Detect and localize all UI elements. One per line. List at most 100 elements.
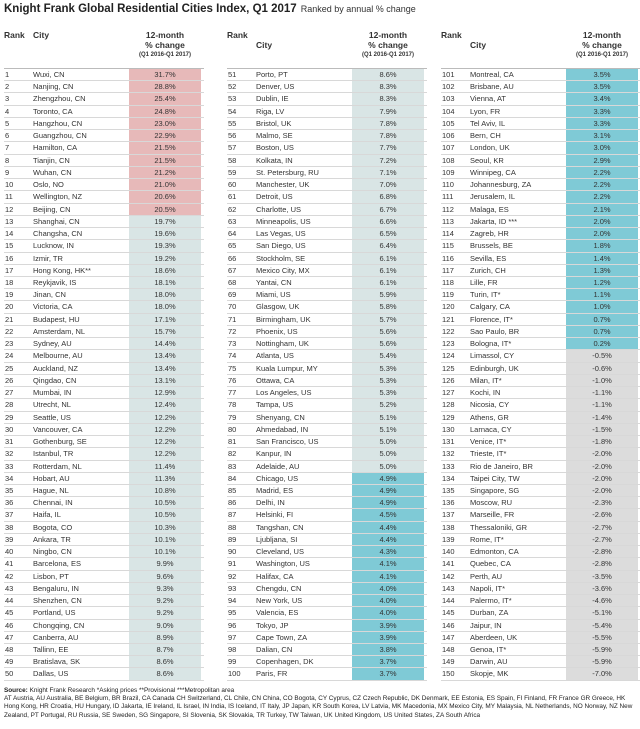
table-row: 109 Winnipeg, CA 2.2% bbox=[441, 166, 640, 180]
change-value: 2.9% bbox=[593, 155, 611, 165]
rank-cell: 124 bbox=[442, 351, 455, 361]
city-cell: Las Vegas, US bbox=[256, 229, 306, 239]
change-value: 5.8% bbox=[379, 302, 397, 312]
table-column-3: Rank City (Q1 2016-Q1 2017) 12-month% chang… bbox=[441, 24, 640, 681]
table-row: 89 Ljubljana, SI 4.4% bbox=[227, 533, 427, 547]
table-row: 124 Limassol, CY -0.5% bbox=[441, 350, 640, 363]
rank-cell: 100 bbox=[228, 669, 241, 679]
change-bar: 5.9% bbox=[352, 289, 424, 301]
table-row: 102 Brisbane, AU 3.5% bbox=[441, 81, 640, 94]
city-cell: Cape Town, ZA bbox=[256, 632, 308, 642]
change-bar: 13.1% bbox=[129, 374, 201, 387]
city-cell: Milan, IT* bbox=[470, 375, 502, 385]
table-row: 58 Kolkata, IN 7.2% bbox=[227, 154, 427, 167]
change-bar: 8.9% bbox=[129, 631, 201, 644]
change-bar: 5.8% bbox=[352, 301, 424, 313]
change-value: -1.5% bbox=[592, 424, 612, 434]
rank-cell: 141 bbox=[442, 559, 455, 569]
change-value: 0.7% bbox=[593, 314, 611, 324]
change-bar: 4.4% bbox=[352, 533, 424, 546]
change-value: 6.1% bbox=[379, 277, 397, 287]
table-row: 29 Seattle, US 12.2% bbox=[4, 411, 204, 424]
city-cell: Shanghai, CN bbox=[33, 216, 80, 226]
city-cell: Lucknow, IN bbox=[33, 241, 74, 251]
rank-cell: 63 bbox=[228, 216, 237, 226]
rank-cell: 66 bbox=[228, 253, 237, 263]
change-value: 2.1% bbox=[593, 204, 611, 214]
change-bar: 10.5% bbox=[129, 509, 201, 521]
city-cell: Rio de Janeiro, BR bbox=[470, 461, 533, 471]
city-cell: Haifa, IL bbox=[33, 510, 61, 520]
change-bar: -3.6% bbox=[566, 582, 638, 595]
rank-cell: 23 bbox=[5, 339, 14, 349]
city-cell: Tokyo, JP bbox=[256, 620, 289, 630]
city-cell: Malmo, SE bbox=[256, 131, 293, 141]
table-row: 113 Jakarta, ID *** 2.0% bbox=[441, 215, 640, 229]
city-cell: Wellington, NZ bbox=[33, 192, 83, 202]
change-bar: 4.9% bbox=[352, 484, 424, 497]
rank-cell: 105 bbox=[442, 118, 455, 128]
change-value: 11.3% bbox=[154, 473, 176, 483]
change-value: -4.6% bbox=[592, 596, 612, 606]
city-cell: Hague, NL bbox=[33, 485, 69, 495]
change-value: 6.4% bbox=[379, 241, 397, 251]
table-row: 59 St. Petersburg, RU 7.1% bbox=[227, 166, 427, 180]
change-value: -2.7% bbox=[592, 534, 612, 544]
rank-cell: 101 bbox=[442, 70, 455, 79]
rank-cell: 144 bbox=[442, 596, 455, 606]
table-row: 7 Hamilton, CA 21.5% bbox=[4, 142, 204, 155]
change-value: 5.0% bbox=[379, 437, 397, 447]
city-cell: Moscow, RU bbox=[470, 498, 513, 508]
city-cell: Delhi, IN bbox=[256, 498, 285, 508]
change-value: 31.7% bbox=[154, 70, 176, 79]
rank-cell: 131 bbox=[442, 437, 455, 447]
rank-cell: 31 bbox=[5, 437, 14, 447]
change-value: 20.5% bbox=[154, 204, 176, 214]
rank-cell: 82 bbox=[228, 449, 237, 459]
city-cell: Kochi, IN bbox=[470, 388, 501, 398]
change-bar: 4.0% bbox=[352, 595, 424, 607]
change-value: 10.1% bbox=[154, 547, 176, 557]
country-codes: AT Austria, AU Australia, BE Belgium, BR… bbox=[4, 695, 633, 719]
table-row: 112 Malaga, ES 2.1% bbox=[441, 203, 640, 216]
table-row: 137 Marseille, FR -2.6% bbox=[441, 509, 640, 522]
city-cell: Detroit, US bbox=[256, 192, 293, 202]
city-cell: Wuxi, CN bbox=[33, 70, 65, 79]
table-row: 13 Shanghai, CN 19.7% bbox=[4, 215, 204, 229]
rank-cell: 30 bbox=[5, 424, 14, 434]
rank-cell: 96 bbox=[228, 620, 237, 630]
city-cell: Rome, IT* bbox=[470, 534, 504, 544]
city-cell: Kanpur, IN bbox=[256, 449, 292, 459]
rank-cell: 93 bbox=[228, 583, 237, 593]
change-value: -0.5% bbox=[592, 351, 612, 361]
table-column-1: Rank City (Q1 2016-Q1 2017) 12-month% chang… bbox=[4, 24, 204, 681]
change-bar: 3.7% bbox=[352, 656, 424, 668]
header-change-line1: 12-month bbox=[145, 30, 185, 40]
change-value: 18.0% bbox=[154, 302, 176, 312]
table-column-2: Rank City (Q1 2016-Q1 2017) 12-month% chang… bbox=[227, 24, 427, 681]
table-row: 21 Budapest, HU 17.1% bbox=[4, 313, 204, 326]
table-row: 36 Chennai, IN 10.5% bbox=[4, 497, 204, 510]
change-value: 10.5% bbox=[154, 498, 176, 508]
table-row: 52 Denver, US 8.3% bbox=[227, 81, 427, 94]
change-bar: 18.1% bbox=[129, 276, 201, 289]
city-cell: Halifax, CA bbox=[256, 571, 294, 581]
city-cell: Bern, CH bbox=[470, 131, 501, 141]
rank-cell: 99 bbox=[228, 657, 237, 667]
city-cell: Utrecht, NL bbox=[33, 400, 71, 410]
change-value: 9.6% bbox=[156, 571, 174, 581]
change-bar: 6.6% bbox=[352, 215, 424, 228]
table-row: 64 Las Vegas, US 6.5% bbox=[227, 228, 427, 241]
table-row: 63 Minneapolis, US 6.6% bbox=[227, 215, 427, 229]
change-bar: -1.1% bbox=[566, 399, 638, 411]
table-row: 100 Paris, FR 3.7% bbox=[227, 668, 427, 681]
table-row: 143 Napoli, IT* -3.6% bbox=[441, 582, 640, 596]
chart-title: Knight Frank Global Residential Cities I… bbox=[4, 3, 297, 15]
table-row: 28 Utrecht, NL 12.4% bbox=[4, 399, 204, 412]
table-row: 111 Jerusalem, IL 2.2% bbox=[441, 191, 640, 204]
rank-cell: 89 bbox=[228, 534, 237, 544]
rank-cell: 71 bbox=[228, 314, 237, 324]
change-bar: 7.2% bbox=[352, 154, 424, 166]
change-bar: -2.0% bbox=[566, 448, 638, 460]
city-cell: Bratislava, SK bbox=[33, 657, 81, 667]
